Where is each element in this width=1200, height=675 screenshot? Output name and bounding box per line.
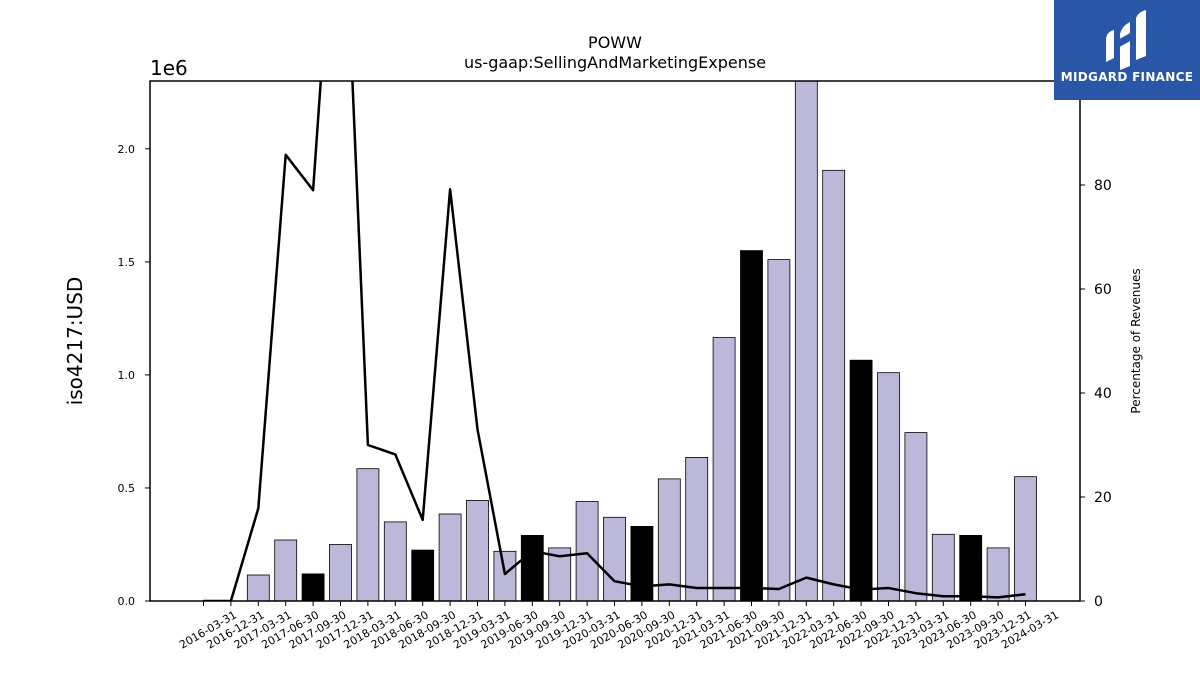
bar bbox=[575, 501, 599, 602]
percentage-line bbox=[203, 81, 1026, 601]
bar bbox=[301, 573, 325, 602]
bar bbox=[1014, 476, 1037, 602]
bar bbox=[685, 456, 709, 602]
bar bbox=[740, 250, 763, 602]
bar bbox=[520, 535, 544, 602]
chart-subtitle: us-gaap:SellingAndMarketingExpense bbox=[464, 53, 766, 72]
bar bbox=[274, 539, 298, 602]
bar bbox=[657, 478, 681, 602]
bar bbox=[712, 337, 736, 602]
bar bbox=[466, 499, 489, 602]
bar bbox=[438, 513, 462, 602]
chart-title: POWW bbox=[588, 33, 642, 52]
y2-tick-label: 0 bbox=[1094, 594, 1103, 610]
y-scale-label: 1e6 bbox=[150, 56, 188, 80]
bar bbox=[603, 516, 626, 602]
y-axis-label: iso4217:USD bbox=[63, 277, 87, 406]
bar bbox=[959, 535, 983, 602]
bar bbox=[411, 549, 435, 602]
bar bbox=[986, 547, 1010, 602]
midgard-logo-icon bbox=[1106, 10, 1146, 70]
bar bbox=[904, 432, 928, 602]
bar bbox=[630, 526, 654, 602]
bar bbox=[383, 521, 407, 602]
bar bbox=[246, 574, 270, 602]
y2-tick-label: 80 bbox=[1094, 178, 1112, 194]
bar bbox=[329, 544, 352, 602]
y-tick-label: 1.5 bbox=[118, 256, 136, 269]
y-tick-label: 1.0 bbox=[118, 369, 136, 382]
y2-tick-label: 20 bbox=[1094, 490, 1112, 506]
y2-tick-label: 60 bbox=[1094, 282, 1112, 298]
brand-name: MIDGARD FINANCE bbox=[1060, 70, 1194, 84]
brand-badge: MIDGARD FINANCE bbox=[1054, 0, 1200, 100]
y-tick-label: 0.0 bbox=[118, 595, 136, 608]
y2-tick-label: 40 bbox=[1094, 386, 1112, 402]
bar bbox=[822, 169, 846, 602]
bar bbox=[767, 259, 791, 602]
bar bbox=[931, 533, 955, 602]
y2-axis-label: Percentage of Revenues bbox=[1129, 268, 1143, 413]
y-tick-label: 2.0 bbox=[118, 143, 136, 156]
bar bbox=[849, 359, 873, 602]
bar bbox=[877, 372, 900, 602]
bar bbox=[493, 550, 517, 602]
bar bbox=[794, 80, 818, 602]
y-tick-label: 0.5 bbox=[118, 482, 136, 495]
bar bbox=[356, 468, 380, 602]
